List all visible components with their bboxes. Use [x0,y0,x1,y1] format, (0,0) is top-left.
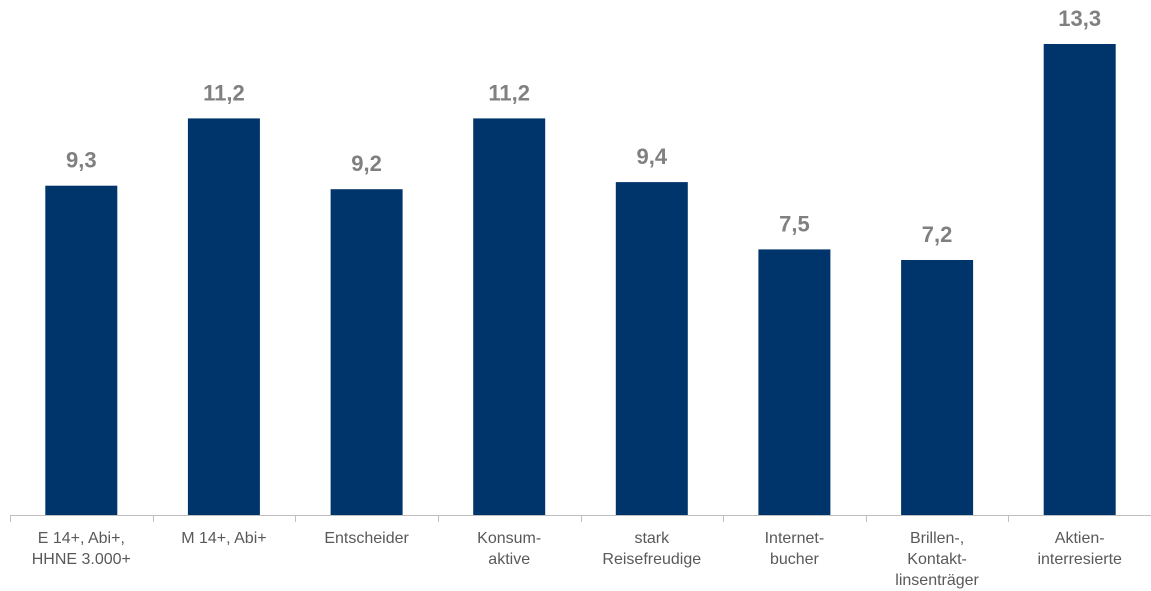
bar-2 [187,118,260,516]
bars-group [45,44,1116,516]
bar-6 [758,249,831,515]
category-label-line: Kontakt- [907,551,967,568]
value-label-5: 9,4 [637,144,668,169]
value-label-8: 13,3 [1058,6,1101,31]
category-label-line: E 14+, Abi+, [38,530,125,547]
category-labels-group: E 14+, Abi+, HHNE 3.000+ M 14+, Abi+ Entsch… [32,530,1122,589]
x-axis [10,515,1151,522]
category-label-6: Internet-bucher [765,530,825,568]
value-label-2: 11,2 [203,80,245,105]
value-label-1: 9,3 [66,148,97,173]
category-label-line: M 14+, Abi+ [181,530,266,547]
category-label-line: Entscheider [324,530,409,547]
category-label-line: HHNE 3.000+ [32,551,131,568]
category-label-line: linsenträger [895,572,979,589]
category-label-line: Aktien- [1055,530,1105,547]
value-label-7: 7,2 [922,222,953,247]
value-label-6: 7,5 [779,211,810,236]
category-label-8: Aktien-interresierte [1037,530,1122,568]
category-label-4: Konsum-aktive [477,530,541,568]
value-label-4: 11,2 [488,80,530,105]
bar-7 [901,260,974,515]
bar-3 [330,189,403,515]
category-label-line: aktive [488,551,530,568]
category-label-5: stark Reisefreudige [602,530,701,568]
value-labels-group: 9,3 11,2 9,2 11,2 9,4 7,5 7,2 13,3 [66,6,1101,247]
category-label-line: Brillen-, [910,530,964,547]
category-label-line: stark [634,530,670,547]
bar-4 [473,118,546,516]
category-label-2: M 14+, Abi+ [181,530,266,547]
category-label-line: Reisefreudige [602,551,701,568]
category-label-line: bucher [770,551,820,568]
bar-1 [45,185,118,515]
category-label-line: Konsum- [477,530,541,547]
bar-8 [1043,44,1116,515]
category-label-3: Entscheider [324,530,409,547]
value-label-3: 9,2 [351,151,382,176]
category-label-line: interresierte [1037,551,1122,568]
category-label-1: E 14+, Abi+, HHNE 3.000+ [32,530,131,568]
category-label-line: Internet- [765,530,825,547]
bar-5 [615,182,688,515]
category-label-7: Brillen-, Kontakt-linsenträger [895,530,979,589]
